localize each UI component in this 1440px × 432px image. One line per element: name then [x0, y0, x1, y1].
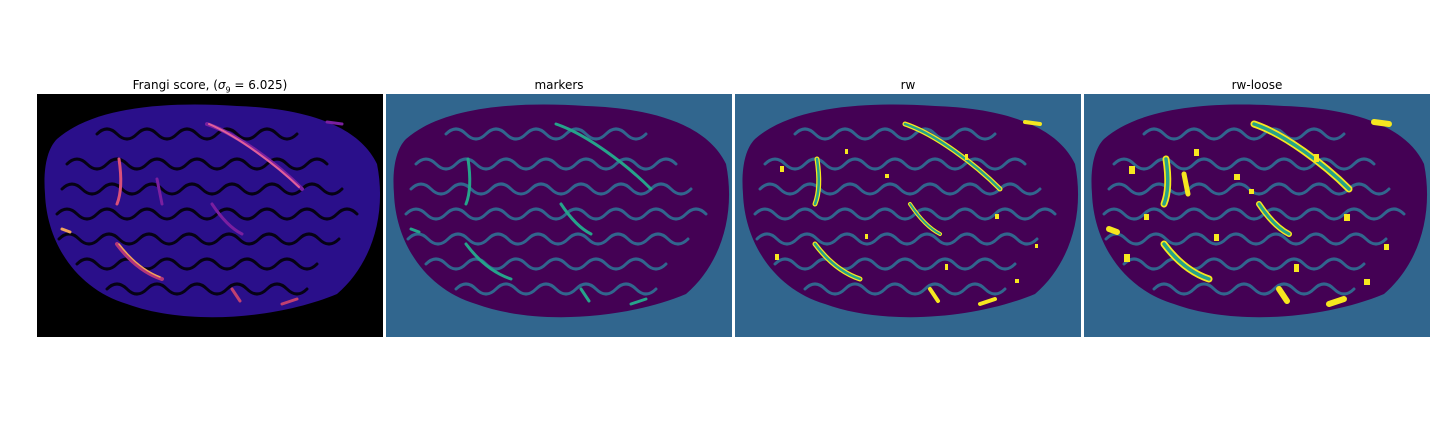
markers-title: markers — [534, 78, 584, 92]
rw-loose-image — [1084, 94, 1430, 337]
rw-loose-panel: rw-loose — [1084, 76, 1430, 337]
rw-loose-title: rw-loose — [1231, 78, 1283, 92]
markers-image — [386, 94, 732, 337]
frangi-panel: Frangi score, (σ9 = 6.025) — [37, 76, 383, 337]
frangi-title: Frangi score, (σ9 = 6.025) — [132, 78, 288, 95]
rw-panel: rw — [735, 76, 1081, 337]
markers-panel: markers — [386, 76, 732, 337]
rw-image — [735, 94, 1081, 337]
rw-title: rw — [900, 78, 916, 92]
frangi-image — [37, 94, 383, 337]
